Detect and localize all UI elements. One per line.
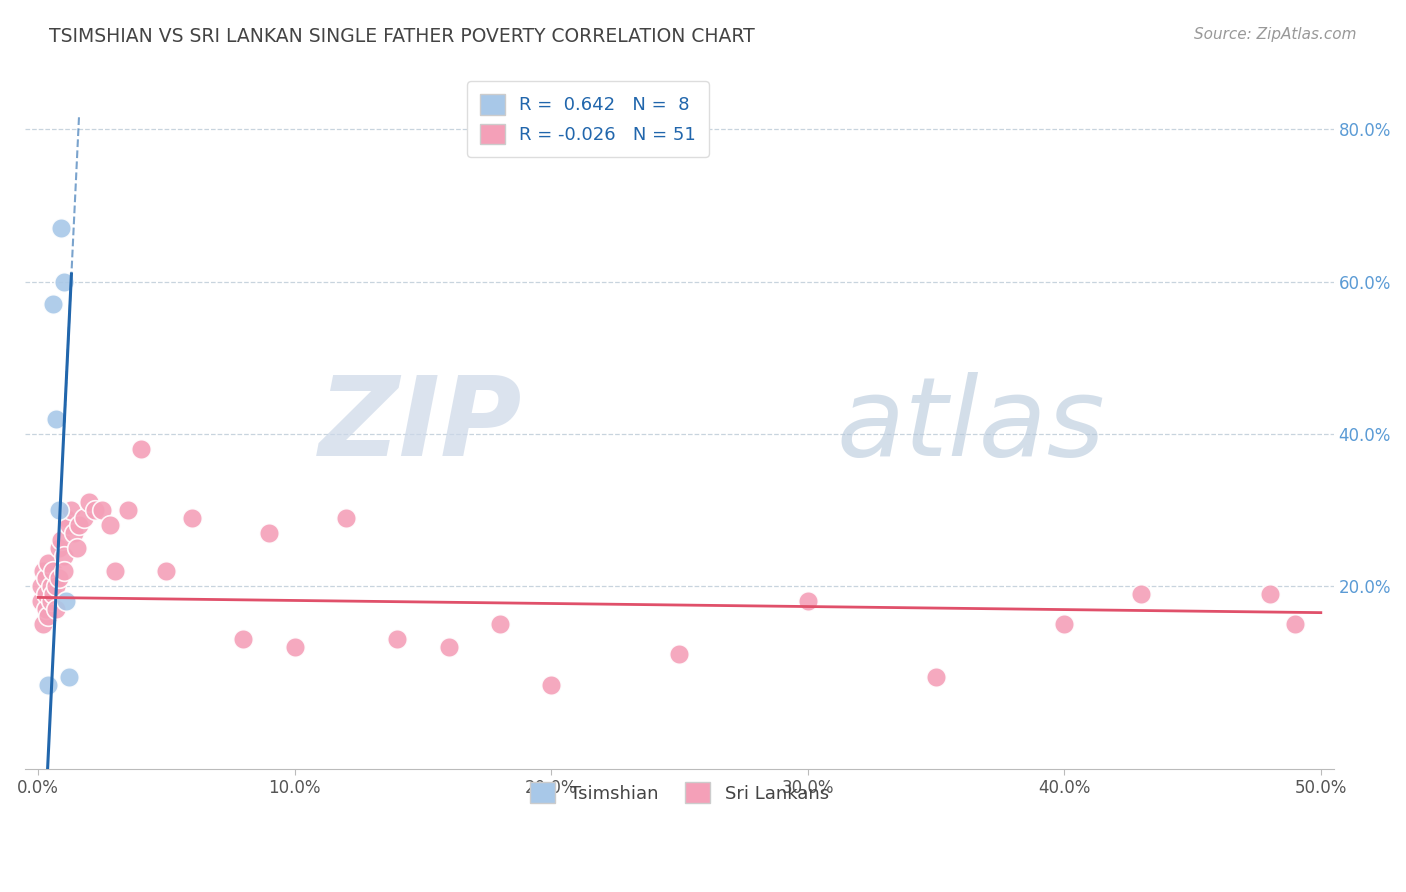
- Point: [30, 579, 52, 593]
- Point: [52, 549, 75, 563]
- Point: [48, 541, 70, 555]
- Point: [63, 525, 86, 540]
- Point: [35, 586, 58, 600]
- Point: [104, 564, 127, 578]
- Point: [58, 670, 80, 684]
- Point: [35, 602, 58, 616]
- Point: [45, 579, 67, 593]
- Point: [51, 221, 73, 235]
- Point: [335, 510, 357, 524]
- Point: [37, 678, 59, 692]
- Point: [58, 518, 80, 533]
- Point: [52, 564, 75, 578]
- Point: [232, 632, 254, 647]
- Text: atlas: atlas: [837, 372, 1105, 479]
- Point: [925, 670, 948, 684]
- Point: [73, 510, 96, 524]
- Point: [45, 411, 67, 425]
- Point: [129, 442, 152, 456]
- Text: Source: ZipAtlas.com: Source: ZipAtlas.com: [1194, 27, 1357, 42]
- Point: [45, 602, 67, 616]
- Point: [65, 541, 87, 555]
- Point: [91, 503, 114, 517]
- Point: [98, 518, 121, 533]
- Point: [48, 571, 70, 585]
- Point: [181, 510, 204, 524]
- Point: [1258, 586, 1281, 600]
- Point: [48, 503, 70, 517]
- Point: [1053, 617, 1076, 632]
- Point: [257, 525, 280, 540]
- Point: [51, 533, 73, 548]
- Point: [39, 579, 62, 593]
- Point: [79, 495, 101, 509]
- Point: [42, 297, 65, 311]
- Text: ZIP: ZIP: [319, 372, 523, 479]
- Legend: Tsimshian, Sri Lankans: Tsimshian, Sri Lankans: [517, 770, 842, 815]
- Point: [83, 503, 105, 517]
- Point: [387, 632, 409, 647]
- Point: [284, 640, 307, 654]
- Point: [55, 510, 77, 524]
- Point: [30, 594, 52, 608]
- Point: [1130, 586, 1153, 600]
- Point: [32, 564, 55, 578]
- Point: [67, 518, 90, 533]
- Text: TSIMSHIAN VS SRI LANKAN SINGLE FATHER POVERTY CORRELATION CHART: TSIMSHIAN VS SRI LANKAN SINGLE FATHER PO…: [49, 27, 755, 45]
- Point: [39, 594, 62, 608]
- Point: [55, 594, 77, 608]
- Point: [155, 564, 177, 578]
- Point: [37, 556, 59, 570]
- Point: [35, 571, 58, 585]
- Point: [489, 617, 512, 632]
- Point: [60, 503, 83, 517]
- Point: [668, 648, 690, 662]
- Point: [540, 678, 562, 692]
- Point: [37, 609, 59, 624]
- Point: [796, 594, 818, 608]
- Point: [117, 503, 139, 517]
- Point: [42, 564, 65, 578]
- Point: [32, 617, 55, 632]
- Point: [437, 640, 460, 654]
- Point: [42, 586, 65, 600]
- Point: [1284, 617, 1306, 632]
- Point: [52, 275, 75, 289]
